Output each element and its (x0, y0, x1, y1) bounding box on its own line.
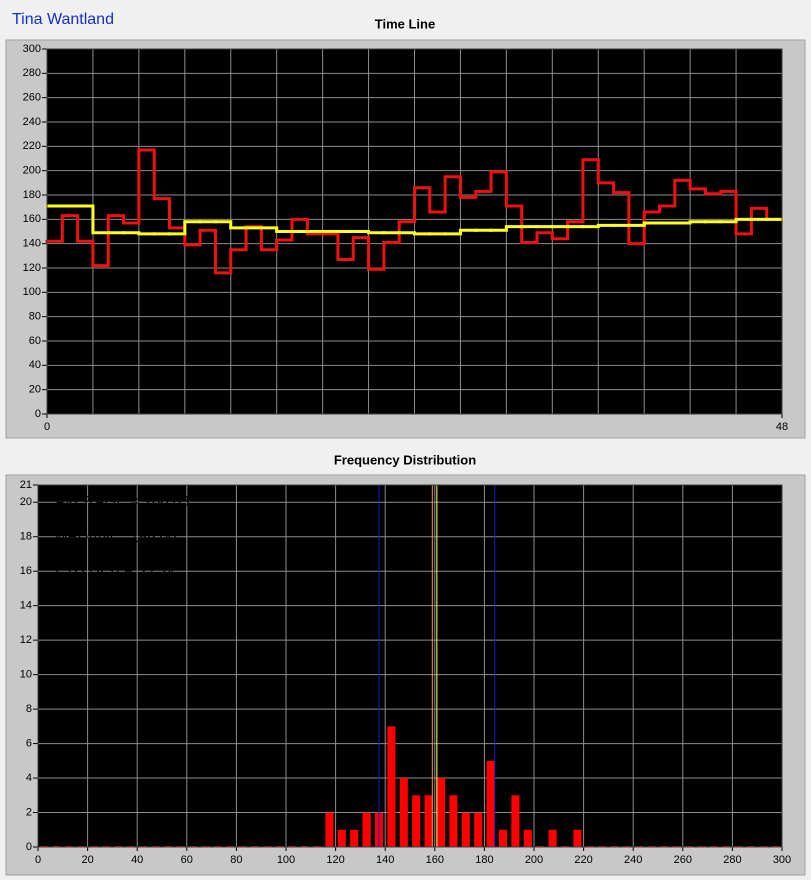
stat-label: AVERAGE = 160.83 (55, 493, 189, 510)
x-tick-label: 300 (773, 854, 791, 866)
plot-area (38, 485, 782, 847)
y-tick-label: 0 (26, 841, 32, 853)
x-tick-label: 140 (376, 854, 394, 866)
y-tick-label: 100 (23, 286, 41, 298)
x-tick-label: 48 (776, 421, 788, 433)
histogram-bar (424, 795, 433, 847)
histogram-bar (436, 778, 446, 847)
chart-title: Time Line (375, 16, 435, 31)
y-tick-label: 12 (20, 634, 32, 646)
y-tick-label: 260 (23, 92, 41, 104)
histogram-bar (337, 829, 346, 847)
histogram-bar (325, 812, 334, 847)
x-tick-label: 0 (44, 421, 50, 433)
x-tick-label: 40 (131, 854, 143, 866)
y-tick-label: 8 (26, 703, 32, 715)
histogram-bar (387, 726, 396, 847)
histogram-bar (573, 829, 582, 847)
y-tick-label: 80 (29, 311, 41, 323)
histogram-bar (412, 795, 421, 847)
stat-label: MEDIAN = 159.00 (55, 529, 176, 546)
histogram-bar (474, 812, 483, 847)
y-tick-label: 220 (23, 140, 41, 152)
y-tick-label: 0 (35, 408, 41, 420)
chart-title: Frequency Distribution (334, 452, 476, 467)
y-tick-label: 18 (20, 531, 32, 543)
histogram-bar (498, 829, 508, 847)
histogram-bar (461, 812, 470, 847)
y-tick-label: 60 (29, 335, 41, 347)
y-tick-label: 40 (29, 359, 41, 371)
histogram-bar (523, 829, 532, 847)
y-tick-label: 14 (20, 600, 32, 612)
y-tick-label: 180 (23, 189, 41, 201)
y-tick-label: 240 (23, 116, 41, 128)
y-tick-label: 120 (23, 262, 41, 274)
y-tick-label: 140 (23, 238, 41, 250)
x-tick-label: 100 (277, 854, 295, 866)
y-tick-label: 16 (20, 565, 32, 577)
x-tick-label: 60 (181, 854, 193, 866)
user-name: Tina Wantland (12, 11, 114, 28)
x-tick-label: 120 (326, 854, 344, 866)
y-tick-label: 4 (26, 772, 32, 784)
y-tick-label: 2 (26, 806, 32, 818)
y-tick-label: 6 (26, 737, 32, 749)
stat-label: STD DEV = 23.34 (55, 565, 175, 582)
plot-border (37, 484, 783, 848)
x-tick-label: 280 (723, 854, 741, 866)
histogram-bar (548, 829, 557, 847)
x-tick-label: 80 (230, 854, 242, 866)
histogram-bar (486, 760, 495, 847)
x-tick-label: 20 (81, 854, 93, 866)
y-tick-label: 21 (20, 479, 32, 491)
y-tick-label: 20 (29, 384, 41, 396)
histogram-bar (362, 812, 371, 847)
histogram-bar (350, 829, 359, 847)
histogram-bar (511, 795, 520, 847)
x-tick-label: 200 (525, 854, 543, 866)
y-tick-label: 300 (23, 43, 41, 55)
histogram-bar (449, 795, 458, 847)
y-tick-label: 280 (23, 67, 41, 79)
x-tick-label: 0 (35, 854, 41, 866)
x-tick-label: 240 (624, 854, 642, 866)
histogram-bar (399, 778, 408, 847)
plot-border (46, 48, 783, 415)
y-tick-label: 20 (20, 496, 32, 508)
x-tick-label: 180 (475, 854, 493, 866)
x-tick-label: 260 (674, 854, 692, 866)
x-tick-label: 160 (426, 854, 444, 866)
x-tick-label: 220 (574, 854, 592, 866)
y-tick-label: 200 (23, 165, 41, 177)
y-tick-label: 160 (23, 213, 41, 225)
y-tick-label: 10 (20, 669, 32, 681)
